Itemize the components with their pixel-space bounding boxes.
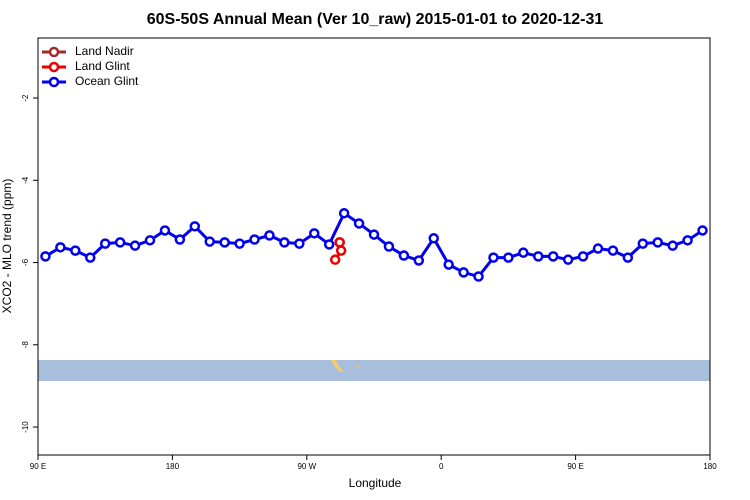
data-point: [264, 230, 275, 241]
x-tick-label: 90 W: [297, 462, 316, 471]
data-point: [294, 238, 305, 249]
map-strip: [38, 360, 710, 381]
legend-marker: [48, 76, 60, 88]
data-point: [70, 245, 81, 256]
data-point: [114, 237, 126, 248]
y-tick-label: -4: [21, 176, 30, 184]
data-point: [204, 236, 215, 247]
data-point: [518, 247, 529, 258]
data-point: [85, 252, 96, 263]
land: [331, 360, 359, 372]
data-point: [667, 240, 678, 251]
x-tick-label: 180: [703, 462, 717, 471]
data-point: [383, 241, 395, 252]
data-point: [189, 221, 201, 232]
series-line: [44, 210, 704, 279]
x-tick-label: 90 E: [567, 462, 583, 471]
data-point: [622, 252, 634, 263]
legend-marker: [48, 61, 60, 73]
x-tick-label: 90 E: [30, 462, 46, 471]
data-point: [637, 238, 649, 249]
data-point: [607, 245, 619, 256]
legend-label: Ocean Glint: [75, 74, 139, 88]
y-axis-label: XCO2 - MLO trend (ppm): [0, 179, 14, 314]
data-point: [99, 238, 111, 249]
data-point: [279, 237, 290, 248]
data-point: [458, 267, 469, 278]
x-tick-label: 0: [439, 462, 444, 471]
legend-marker: [48, 46, 60, 58]
legend-label: Land Glint: [75, 59, 130, 73]
data-point: [413, 255, 425, 266]
data-point: [338, 207, 350, 219]
y-tick-label: -10: [21, 421, 30, 433]
data-point: [353, 218, 365, 229]
data-point: [562, 254, 574, 265]
data-point: [335, 245, 347, 256]
data-point: [682, 235, 693, 246]
data-point: [159, 225, 171, 236]
data-point: [547, 251, 559, 262]
x-axis-label: Longitude: [349, 476, 402, 490]
data-point: [129, 240, 141, 251]
y-tick-label: -2: [21, 94, 30, 102]
data-point: [592, 243, 604, 254]
x-tick-label: 180: [166, 462, 180, 471]
data-point: [503, 252, 514, 263]
data-point: [174, 234, 186, 245]
data-point: [309, 228, 320, 239]
chart-title: 60S-50S Annual Mean (Ver 10_raw) 2015-01…: [147, 11, 604, 28]
data-point: [323, 239, 335, 250]
data-point: [249, 234, 260, 245]
data-point: [368, 229, 380, 240]
data-point: [234, 238, 245, 249]
data-point: [443, 259, 454, 270]
data-point: [398, 250, 410, 261]
data-point: [697, 225, 708, 236]
data-point: [577, 251, 589, 262]
data-point: [329, 254, 341, 265]
data-point: [428, 233, 439, 244]
plot-frame: [37, 37, 711, 456]
data-point: [473, 271, 484, 282]
data-point: [219, 237, 230, 248]
data-point: [144, 235, 156, 246]
data-point: [334, 237, 345, 248]
y-tick-label: -8: [21, 341, 30, 349]
data-point: [55, 242, 66, 253]
y-tick-label: -6: [21, 258, 30, 266]
data-point: [488, 252, 499, 263]
data-point: [652, 237, 663, 248]
data-point: [40, 251, 51, 262]
legend-label: Land Nadir: [75, 44, 134, 58]
data-point: [533, 251, 544, 262]
